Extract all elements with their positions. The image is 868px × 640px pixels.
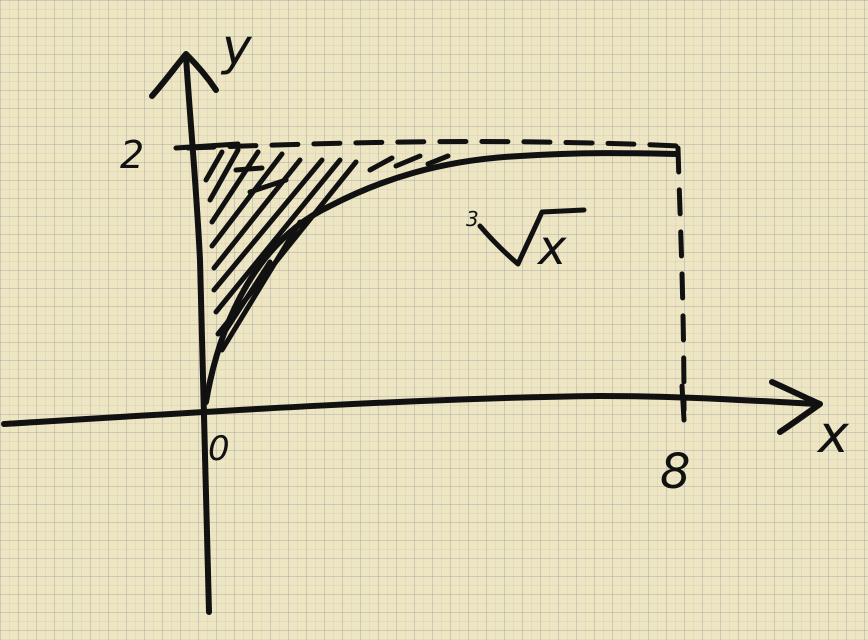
shaded-region (203, 147, 451, 353)
x-tick-8 (679, 383, 687, 423)
x-axis-label: x (816, 405, 850, 465)
x-axis (1, 393, 821, 427)
curve-label-index: 3 (466, 207, 479, 231)
dashed-line-x8 (675, 145, 687, 413)
curve-cube-root (203, 150, 679, 405)
y-tick-label-2: 2 (120, 133, 144, 177)
curve-label-radicand: x (536, 220, 567, 276)
x-tick-label-8: 8 (660, 444, 691, 500)
y-tick-2 (173, 141, 241, 151)
x-axis-arrowhead (769, 379, 823, 435)
y-axis (183, 53, 212, 615)
origin-label: 0 (208, 429, 230, 469)
y-axis-label: y (220, 18, 253, 76)
radical-sign (477, 207, 587, 267)
dashed-line-y2 (185, 138, 681, 151)
y-axis-arrowhead (149, 51, 219, 99)
